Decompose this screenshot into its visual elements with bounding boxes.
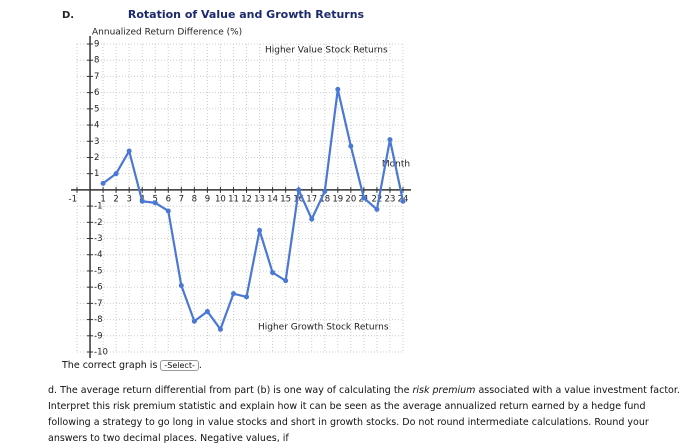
y-tick-label: 4 [94, 121, 99, 131]
point [217, 326, 223, 332]
question-text: d. The average return differential from … [48, 385, 413, 396]
point [152, 200, 158, 206]
point [296, 187, 302, 193]
x-tick-label: 10 [215, 194, 226, 204]
x-tick-label: 23 [385, 194, 396, 204]
x-tick-label: -1 [69, 194, 77, 204]
x-tick-label: 13 [254, 194, 265, 204]
y-tick-label: -7 [94, 299, 102, 309]
x-tick-label: 5 [153, 194, 158, 204]
x-tick-label: 12 [241, 194, 252, 204]
y-tick-label: -8 [94, 315, 102, 325]
point [257, 227, 263, 233]
x-tick-label: 6 [166, 194, 171, 204]
y-tick-label: -3 [94, 234, 102, 244]
point [374, 206, 380, 212]
annotation: Higher Value Stock Returns [265, 46, 388, 56]
y-tick-label: 1 [94, 169, 99, 179]
x-tick-label: 18 [319, 194, 330, 204]
option-letter: D. [62, 10, 74, 21]
y-tick-label: 9 [94, 40, 99, 50]
y-tick-label: -2 [94, 218, 102, 228]
y-tick-label: -6 [94, 283, 102, 293]
y-tick-label: -5 [94, 266, 102, 276]
annotation: Higher Growth Stock Returns [258, 323, 389, 333]
x-tick-label: 22 [372, 194, 383, 204]
prompt-text: The correct graph is [62, 360, 158, 371]
x-tick-label: 17 [306, 194, 317, 204]
point [178, 283, 184, 289]
point [100, 180, 106, 186]
point [191, 318, 197, 324]
x-tick-label: 15 [280, 194, 291, 204]
x-tick-label: 8 [192, 194, 197, 204]
point [244, 294, 250, 300]
point [283, 278, 289, 284]
prompt-end: . [198, 360, 202, 371]
select[interactable]: -Select- [160, 360, 199, 371]
y-tick-label: 7 [94, 72, 99, 82]
y-tick-label: 8 [94, 56, 99, 66]
y-tick-label: -10 [94, 348, 108, 358]
point [400, 198, 406, 204]
point [335, 86, 341, 92]
page: D. Rotation of Value and Growth Returns … [48, 8, 680, 444]
point [348, 143, 354, 149]
x-tick-label: 19 [332, 194, 343, 204]
point [387, 137, 393, 143]
y-tick-label: 2 [94, 153, 99, 163]
y-axis-label: Annualized Return Difference (%) [92, 28, 242, 38]
x-tick-label: 7 [179, 194, 184, 204]
x-tick-label: 11 [228, 194, 239, 204]
x-tick-label: 9 [205, 194, 210, 204]
point [139, 198, 145, 204]
x-tick-label: 3 [126, 194, 131, 204]
x-tick-label: 2 [113, 194, 118, 204]
y-tick-label: 3 [94, 137, 99, 147]
y-tick-label: 5 [94, 104, 99, 114]
x-tick-label: 20 [345, 194, 356, 204]
point [309, 216, 315, 222]
y-tick-label: -4 [94, 250, 102, 260]
y-tick-label: -1 [94, 202, 102, 212]
y-tick-label: -9 [94, 331, 102, 341]
point [113, 171, 119, 177]
question-term: risk premium [412, 385, 476, 396]
point [270, 270, 276, 276]
point [126, 148, 132, 154]
point [204, 308, 210, 314]
prompt: The correct graph is -Select-. [62, 360, 202, 371]
point [165, 208, 171, 214]
series-line [102, 89, 405, 332]
point [322, 189, 328, 195]
x-tick-label: 16 [293, 194, 304, 204]
question: d. The average return differential from … [48, 383, 688, 447]
chart: D. Rotation of Value and Growth Returns … [62, 8, 411, 358]
point [230, 291, 236, 297]
chart-title: Rotation of Value and Growth Returns [128, 8, 365, 21]
point [361, 195, 367, 201]
x-tick-label: 1 [100, 194, 105, 204]
x-tick-label: 14 [267, 194, 278, 204]
y-tick-label: 6 [94, 88, 99, 98]
